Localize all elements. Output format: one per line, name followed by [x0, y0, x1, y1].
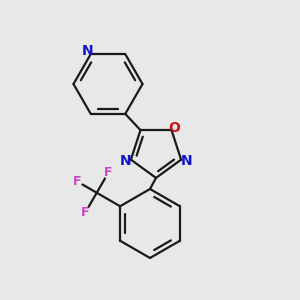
Text: N: N [82, 44, 94, 58]
Text: F: F [104, 166, 112, 179]
Text: N: N [120, 154, 132, 168]
Text: O: O [168, 121, 180, 135]
Text: F: F [73, 175, 81, 188]
Text: N: N [180, 154, 192, 168]
Text: F: F [81, 206, 89, 219]
